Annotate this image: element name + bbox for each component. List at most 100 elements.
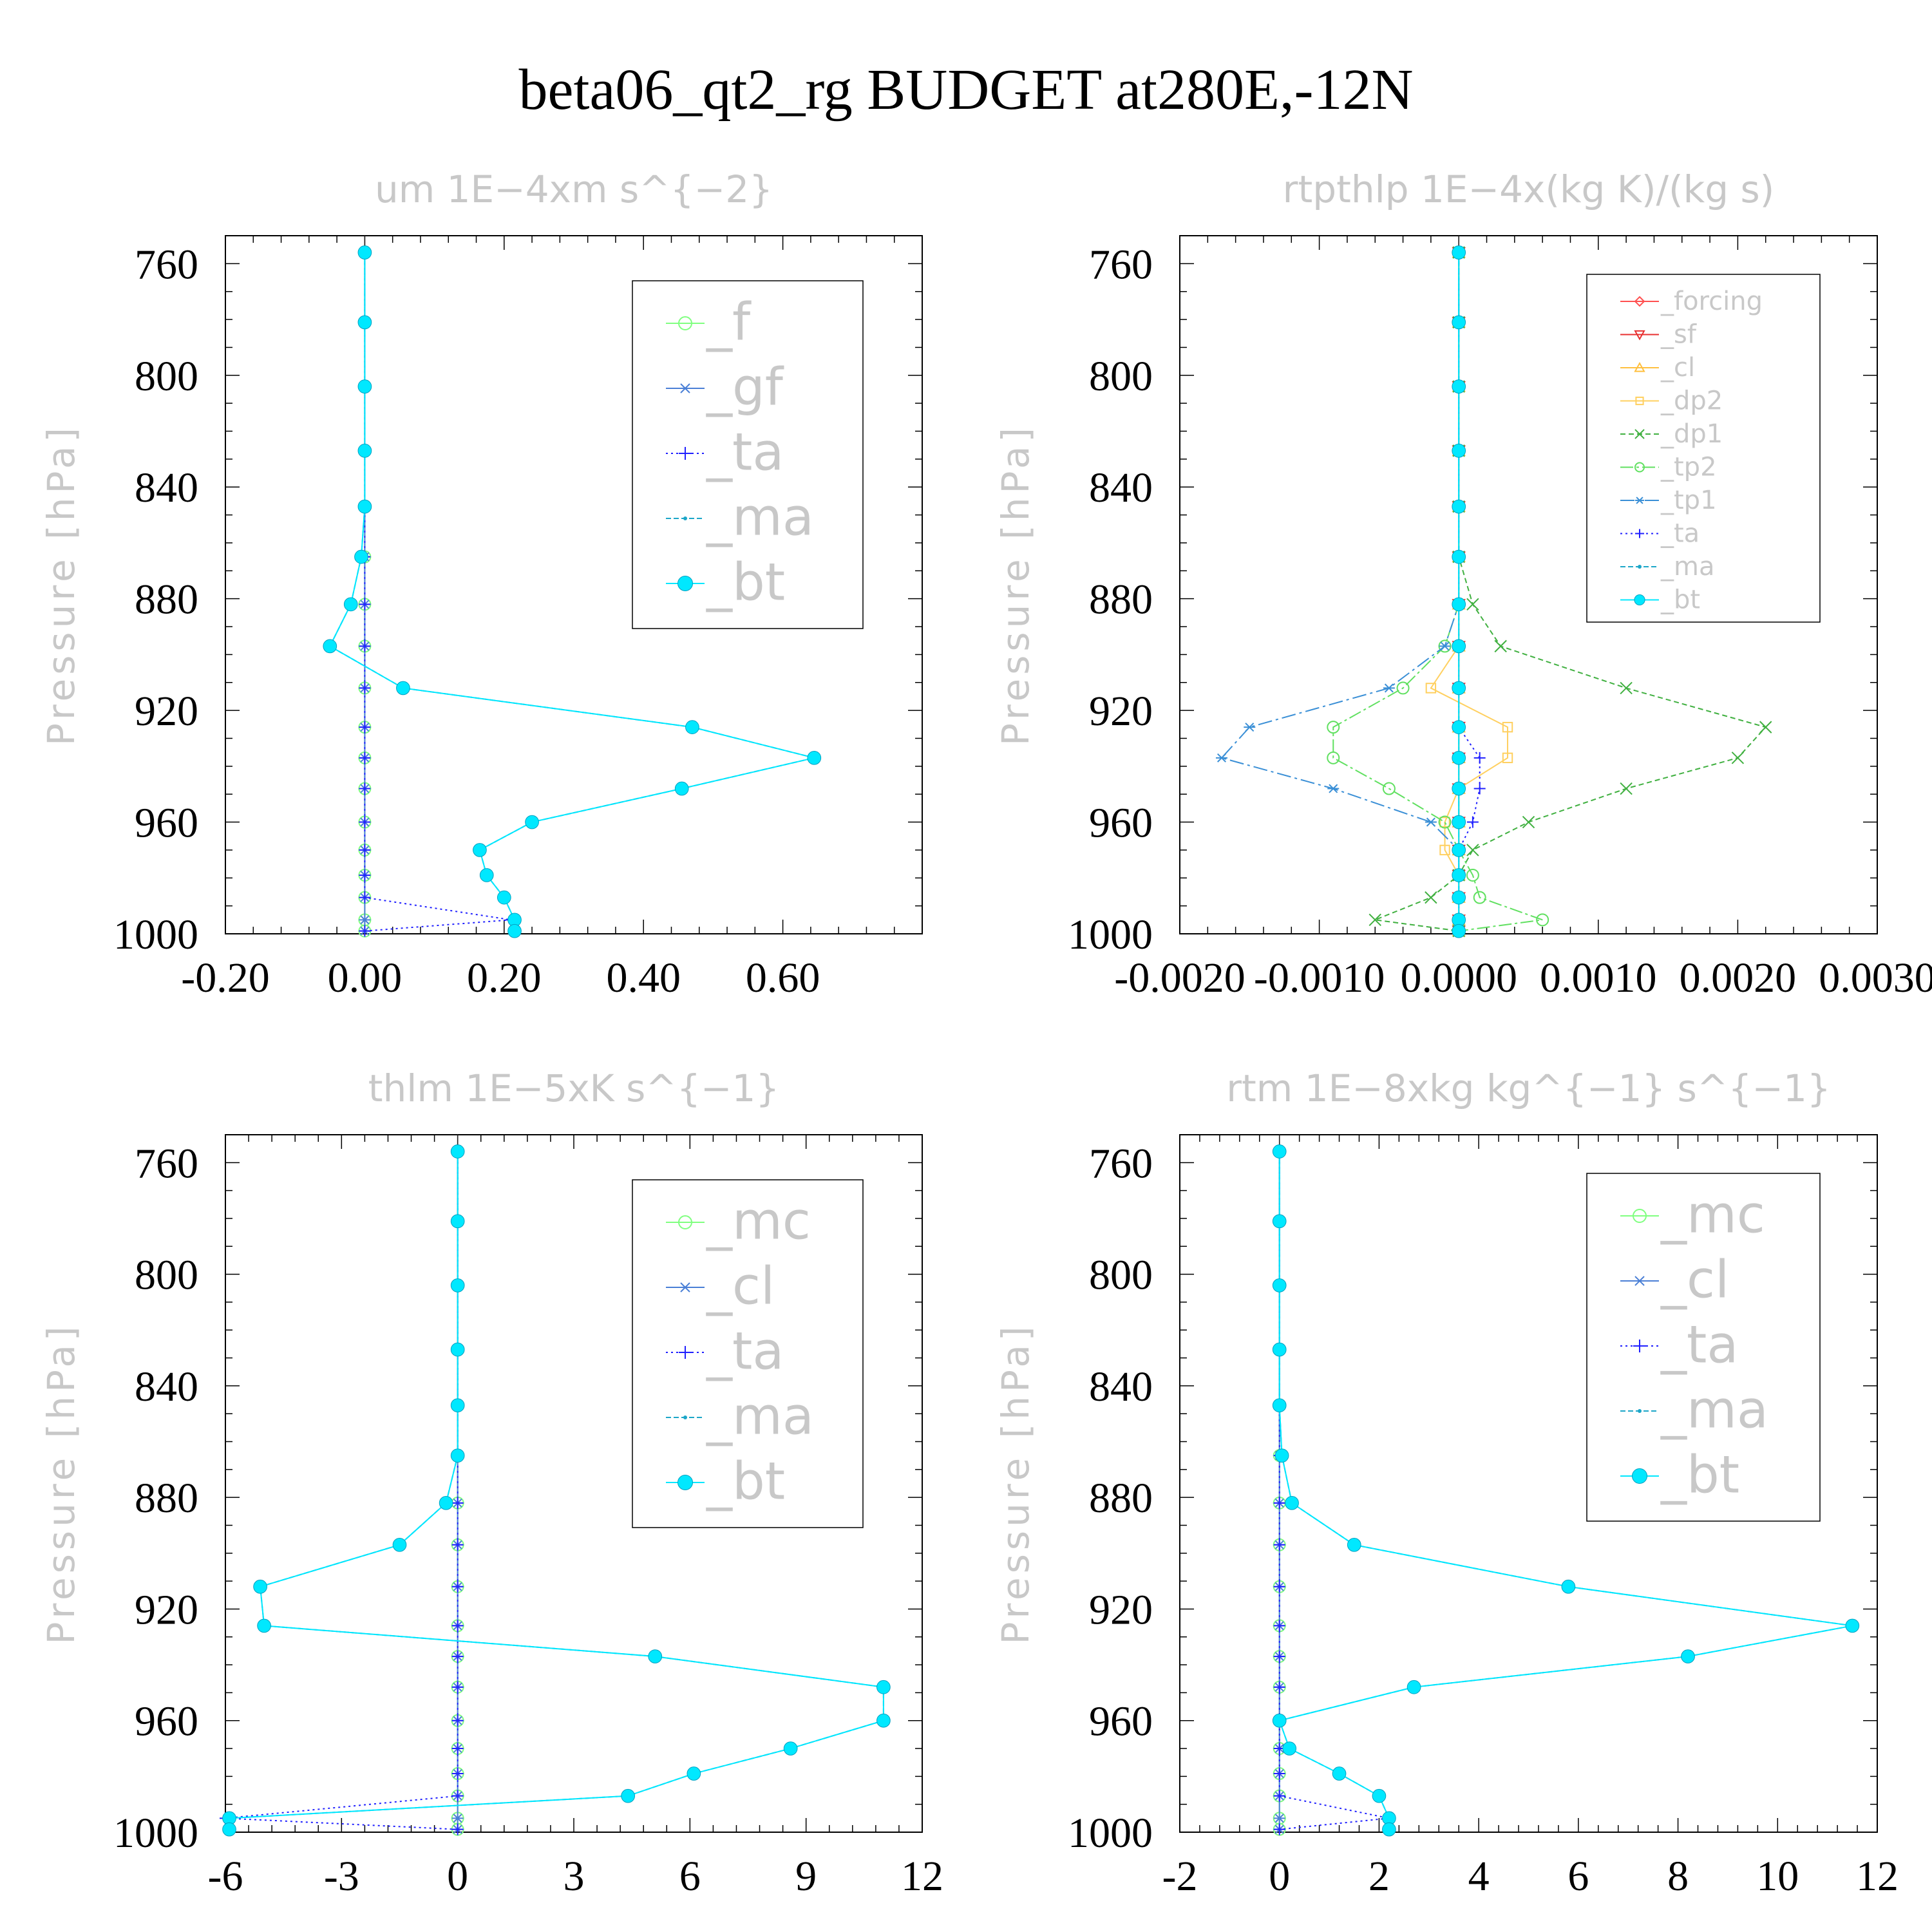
y-tick-label: 840: [135, 1363, 198, 1410]
series-line: [229, 1151, 884, 1830]
y-tick-label: 960: [135, 800, 198, 847]
legend-label: _ta: [706, 1321, 784, 1381]
marker-bt: [253, 1579, 267, 1594]
marker-asterisk: [1244, 723, 1256, 732]
marker-bt: [1452, 379, 1466, 393]
marker-x: [1634, 429, 1645, 439]
x-tick-label: 0: [447, 1853, 468, 1900]
x-tick-label: 0.60: [746, 954, 820, 1001]
marker-plus: [679, 1346, 692, 1359]
marker-bt: [479, 868, 494, 882]
marker-plus: [359, 869, 371, 881]
series-line: [1372, 252, 1767, 932]
marker-bt: [876, 1680, 891, 1694]
y-tick-label: 880: [1089, 576, 1153, 623]
marker-bt: [685, 720, 699, 734]
series-bt: [1452, 245, 1466, 938]
legend: _mc_cl_ta_ma_bt: [1586, 1173, 1821, 1522]
marker-bt: [450, 1448, 465, 1463]
series-line: [364, 252, 511, 932]
marker-bt: [1452, 890, 1466, 905]
series-line: [225, 1151, 459, 1830]
legend-label: _ma: [1660, 552, 1714, 582]
figure-title: beta06_qt2_rg BUDGET at280E,-12N: [518, 58, 1414, 122]
legend-label: _ta: [1660, 1315, 1738, 1375]
legend-label: _bt: [706, 553, 785, 612]
marker-asterisk: [1425, 817, 1437, 827]
marker-plus: [1466, 816, 1479, 828]
series-line: [1278, 1151, 1390, 1830]
marker-triangle-up: [1634, 361, 1645, 372]
marker-plus: [451, 1651, 464, 1663]
x-tick-label: 0.0000: [1400, 954, 1517, 1001]
legend-box: [1586, 274, 1821, 623]
marker-triangle-down: [1634, 330, 1645, 341]
marker-bt: [450, 1342, 465, 1357]
legend-label: _cl: [706, 1256, 775, 1316]
marker-circle: [1327, 721, 1340, 734]
legend-label: _bt: [1660, 585, 1700, 614]
marker-bt: [439, 1495, 453, 1510]
marker-plus: [451, 1790, 464, 1802]
legend-label: _forcing: [1660, 287, 1763, 316]
x-tick-label: -0.0020: [1114, 954, 1245, 1001]
panel-title: um 1E−4xm s^{−2}: [375, 167, 773, 211]
marker-bt: [1634, 594, 1645, 606]
marker-plus: [451, 1580, 464, 1593]
y-axis-label: Pressure [hPa]: [39, 424, 83, 746]
x-tick-label: -0.0010: [1254, 954, 1385, 1001]
plot-frame: [1179, 1134, 1878, 1833]
marker-bt: [1452, 549, 1466, 564]
marker-bt: [876, 1713, 891, 1728]
x-tick-label: 0.0010: [1540, 954, 1657, 1001]
marker-bt: [1452, 868, 1466, 882]
marker-asterisk: [1327, 784, 1340, 793]
series-bt: [222, 1144, 891, 1837]
marker-bt: [357, 245, 372, 260]
marker-bt: [1272, 1342, 1287, 1357]
marker-bt: [473, 843, 487, 857]
marker-plus: [359, 752, 371, 764]
panel-3: -6 -3 0 3 6 9 12 760 800 840 880 920 960 1000 thlm 1E−…: [39, 1066, 943, 1900]
marker-plus: [359, 925, 371, 937]
marker-plus: [359, 598, 371, 611]
marker-bt: [525, 815, 539, 829]
legend-label: _cl: [1660, 1250, 1729, 1310]
y-tick-label: 760: [135, 241, 198, 288]
x-tick-label: 10: [1756, 1853, 1799, 1900]
x-tick-label: 0: [1269, 1853, 1290, 1900]
series-line: [1220, 252, 1460, 931]
x-tick-label: 9: [795, 1853, 817, 1900]
legend-label: _tp1: [1660, 486, 1717, 515]
x-tick-label: 8: [1667, 1853, 1689, 1900]
marker-bt: [1282, 1741, 1297, 1756]
marker-bt: [357, 444, 372, 458]
marker-plus: [359, 682, 371, 694]
legend-label: _dp1: [1660, 419, 1723, 449]
series-tp1: [1215, 248, 1465, 936]
y-tick-label: 1000: [1068, 911, 1153, 958]
legend-label: _mc: [1660, 1185, 1765, 1245]
marker-bt: [687, 1766, 701, 1781]
marker-dot: [683, 1416, 687, 1419]
y-tick-label: 1000: [113, 1810, 198, 1857]
marker-x: [1466, 598, 1479, 611]
marker-bt: [450, 1398, 465, 1413]
legend: _f_gf_ta _ma _bt: [632, 280, 864, 629]
legend-label: _cl: [1660, 353, 1695, 383]
x-tick-label: -2: [1162, 1853, 1198, 1900]
y-tick-label: 800: [135, 353, 198, 400]
y-axis-label: Pressure [hPa]: [994, 424, 1037, 746]
y-tick-label: 760: [1089, 241, 1153, 288]
marker-plus: [359, 782, 371, 795]
x-tick-label: -3: [324, 1853, 359, 1900]
marker-bt: [1272, 1398, 1287, 1413]
marker-plus: [359, 640, 371, 652]
x-tick-label: 0.00: [328, 954, 402, 1001]
marker-bt: [1845, 1618, 1860, 1633]
x-tick-label: 0.20: [467, 954, 542, 1001]
marker-circle: [678, 316, 692, 330]
y-tick-label: 920: [1089, 1586, 1153, 1633]
y-tick-label: 1000: [113, 911, 198, 958]
